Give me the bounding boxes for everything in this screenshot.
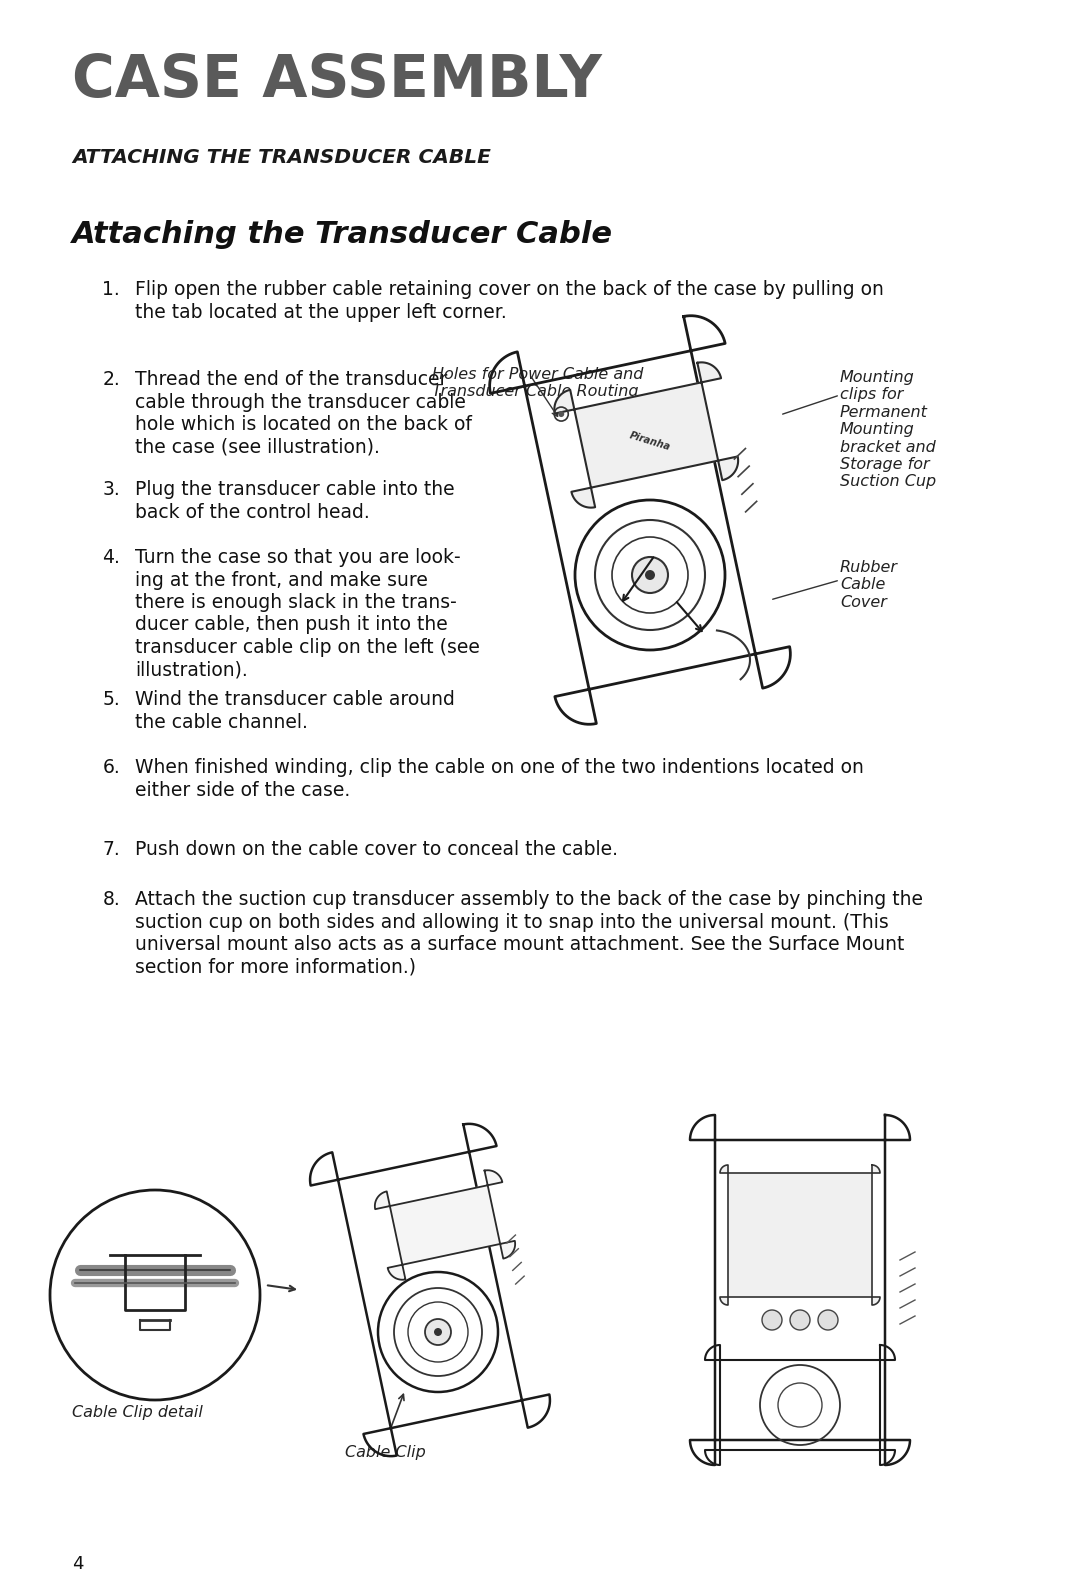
Text: hole which is located on the back of: hole which is located on the back of: [135, 415, 472, 434]
Polygon shape: [375, 1170, 515, 1279]
Text: Plug the transducer cable into the: Plug the transducer cable into the: [135, 480, 455, 499]
Text: ing at the front, and make sure: ing at the front, and make sure: [135, 571, 428, 590]
Text: Attaching the Transducer Cable: Attaching the Transducer Cable: [72, 220, 613, 249]
Text: there is enough slack in the trans-: there is enough slack in the trans-: [135, 593, 457, 612]
Text: cable through the transducer cable: cable through the transducer cable: [135, 393, 465, 412]
Text: section for more information.): section for more information.): [135, 957, 416, 976]
Text: suction cup on both sides and allowing it to snap into the universal mount. (Thi: suction cup on both sides and allowing i…: [135, 913, 889, 932]
Text: back of the control head.: back of the control head.: [135, 502, 369, 521]
Polygon shape: [690, 1114, 910, 1465]
Text: 6.: 6.: [103, 758, 120, 777]
Text: Attach the suction cup transducer assembly to the back of the case by pinching t: Attach the suction cup transducer assemb…: [135, 891, 923, 910]
Text: illustration).: illustration).: [135, 661, 247, 680]
Polygon shape: [720, 1165, 880, 1304]
Text: CASE ASSEMBLY: CASE ASSEMBLY: [72, 52, 602, 109]
Text: 3.: 3.: [103, 480, 120, 499]
Text: Cable Clip detail: Cable Clip detail: [72, 1404, 203, 1420]
Text: 2.: 2.: [103, 369, 120, 388]
Text: 5.: 5.: [103, 689, 120, 708]
Circle shape: [558, 411, 564, 417]
Text: Holes for Power Cable and
Transducer Cable Routing: Holes for Power Cable and Transducer Cab…: [432, 368, 644, 399]
Text: Cable Clip: Cable Clip: [345, 1446, 426, 1460]
Circle shape: [645, 571, 654, 580]
Text: Wind the transducer cable around: Wind the transducer cable around: [135, 689, 455, 708]
Circle shape: [632, 556, 669, 593]
Text: 8.: 8.: [103, 891, 120, 910]
Text: the tab located at the upper left corner.: the tab located at the upper left corner…: [135, 303, 507, 322]
Text: 4.: 4.: [103, 548, 120, 567]
Text: Push down on the cable cover to conceal the cable.: Push down on the cable cover to conceal …: [135, 840, 618, 859]
Polygon shape: [554, 363, 738, 507]
Text: transducer cable clip on the left (see: transducer cable clip on the left (see: [135, 639, 480, 658]
Text: either side of the case.: either side of the case.: [135, 780, 350, 799]
Text: universal mount also acts as a surface mount attachment. See the Surface Mount: universal mount also acts as a surface m…: [135, 935, 904, 954]
Polygon shape: [310, 1124, 550, 1457]
Circle shape: [426, 1319, 451, 1346]
Polygon shape: [705, 1346, 895, 1465]
Text: the case (see illustration).: the case (see illustration).: [135, 437, 380, 456]
Circle shape: [818, 1309, 838, 1330]
Text: 1.: 1.: [103, 281, 120, 300]
Text: Thread the end of the transducer: Thread the end of the transducer: [135, 369, 447, 388]
Text: 7.: 7.: [103, 840, 120, 859]
Text: the cable channel.: the cable channel.: [135, 713, 308, 732]
Text: When finished winding, clip the cable on one of the two indentions located on: When finished winding, clip the cable on…: [135, 758, 864, 777]
Text: ATTACHING THE TRANSDUCER CABLE: ATTACHING THE TRANSDUCER CABLE: [72, 147, 491, 166]
Text: Mounting
clips for
Permanent
Mounting
bracket and
Storage for
Suction Cup: Mounting clips for Permanent Mounting br…: [840, 369, 936, 490]
Text: ducer cable, then push it into the: ducer cable, then push it into the: [135, 615, 448, 634]
Circle shape: [762, 1309, 782, 1330]
Circle shape: [789, 1309, 810, 1330]
Circle shape: [434, 1328, 442, 1336]
Text: Flip open the rubber cable retaining cover on the back of the case by pulling on: Flip open the rubber cable retaining cov…: [135, 281, 883, 300]
Text: Rubber
Cable
Cover: Rubber Cable Cover: [840, 560, 897, 610]
Text: Piranha: Piranha: [629, 430, 672, 452]
Text: Turn the case so that you are look-: Turn the case so that you are look-: [135, 548, 461, 567]
Polygon shape: [489, 315, 791, 724]
Text: 4: 4: [72, 1555, 83, 1572]
Circle shape: [50, 1190, 260, 1400]
